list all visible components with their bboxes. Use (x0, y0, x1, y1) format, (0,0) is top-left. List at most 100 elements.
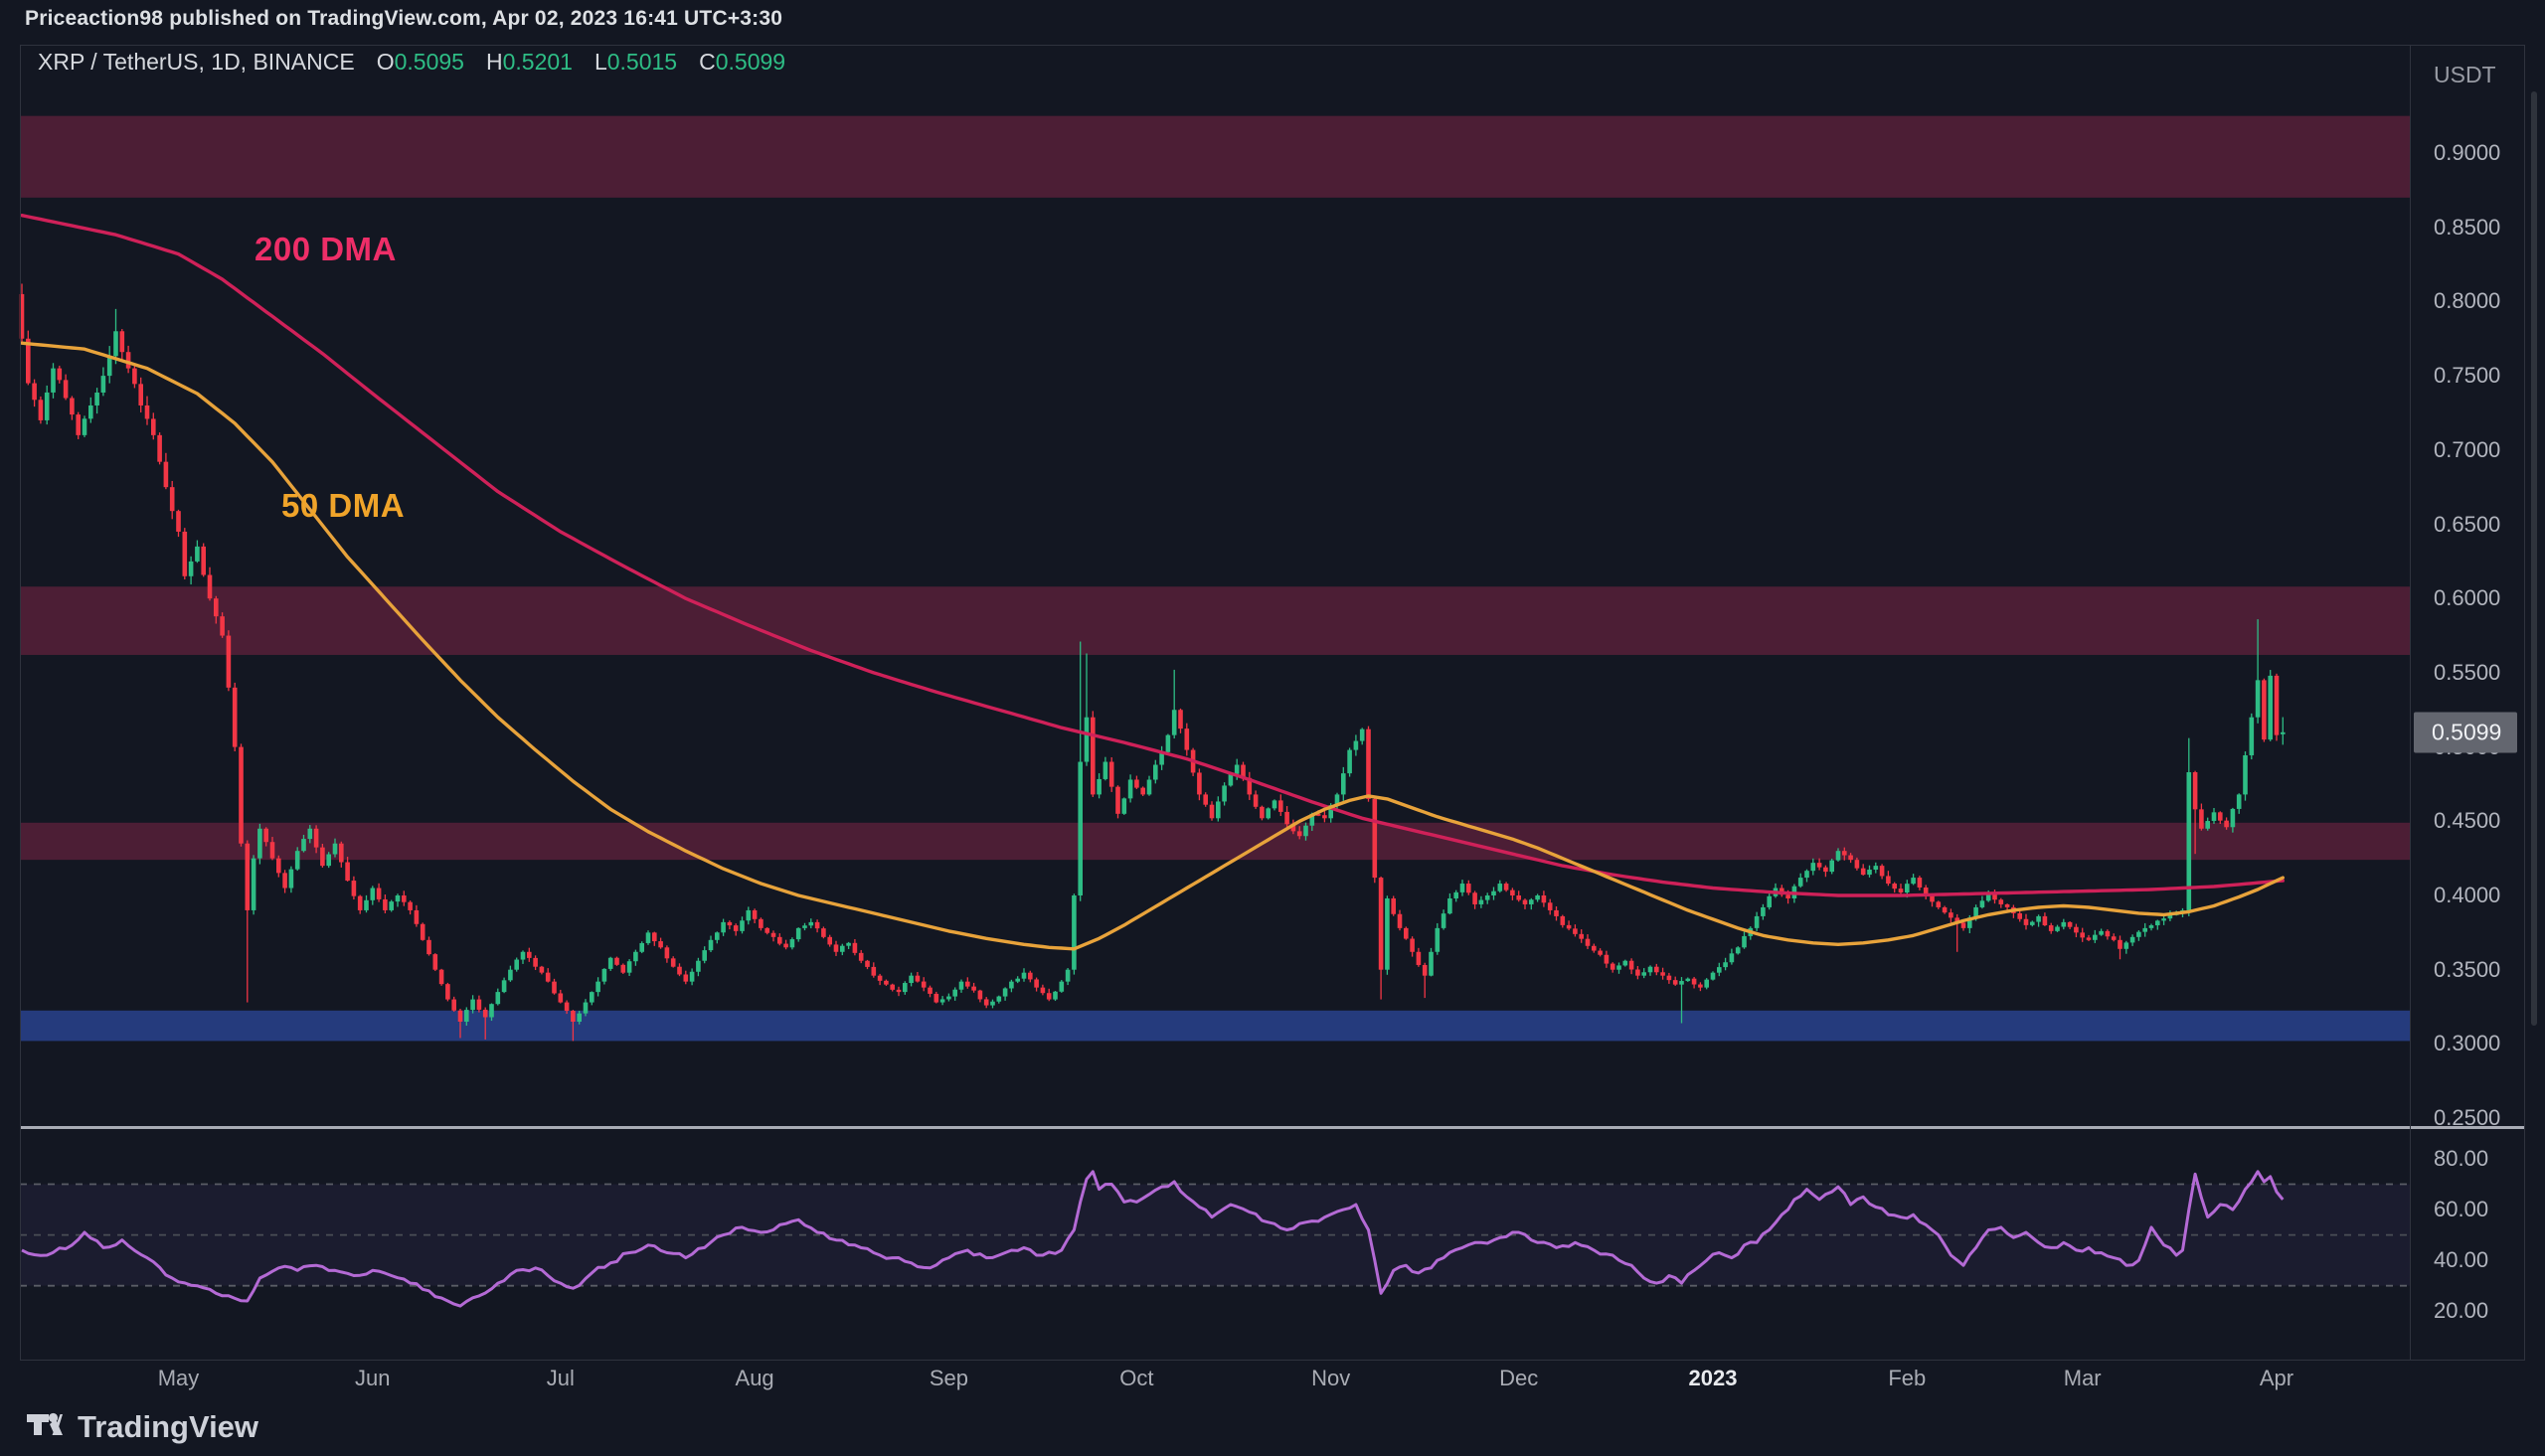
candle (207, 574, 213, 599)
candle (1604, 954, 1610, 964)
candle (383, 898, 388, 910)
candle (1341, 773, 1346, 795)
candle (1478, 899, 1484, 904)
candle (884, 980, 889, 985)
candle (2161, 918, 2166, 921)
candle (251, 858, 256, 910)
candle (607, 957, 613, 969)
candle (1529, 899, 1534, 904)
candle (301, 839, 306, 852)
candle (82, 418, 87, 435)
candle (871, 966, 877, 976)
candle (896, 989, 902, 993)
candle (1171, 710, 1177, 735)
candle (814, 921, 820, 929)
candle (2148, 925, 2154, 928)
candle (169, 487, 175, 512)
candle (1159, 751, 1164, 765)
candle (533, 957, 538, 967)
last-price-tag: 0.5099 (2414, 712, 2517, 753)
rsi-tick-20.00: 20.00 (2434, 1298, 2489, 1324)
price-tick-0.9000: 0.9000 (2434, 140, 2501, 165)
pane-separator[interactable] (20, 1126, 2525, 1129)
candle (402, 895, 407, 902)
candle (658, 941, 663, 948)
candle (1804, 871, 1809, 879)
candle (1447, 897, 1452, 914)
candle (2218, 812, 2223, 821)
candle (1484, 895, 1490, 900)
scrollbar[interactable] (2531, 91, 2537, 1026)
candle (1735, 947, 1741, 954)
chart-frame-border (2524, 45, 2525, 1360)
candle (76, 414, 81, 435)
candle (370, 888, 376, 900)
candle (1009, 981, 1014, 989)
candle (1979, 900, 1985, 907)
candle (1898, 889, 1904, 893)
candle (2129, 936, 2135, 943)
candle (1660, 972, 1665, 976)
candle (2023, 918, 2029, 925)
ma200-line (20, 213, 2286, 897)
candle (1654, 966, 1659, 973)
candle (802, 925, 807, 928)
candle (571, 1011, 576, 1022)
candle (38, 400, 44, 420)
candle (840, 945, 845, 952)
candle (1598, 950, 1603, 955)
candle (1717, 967, 1722, 973)
candle (1372, 798, 1378, 879)
candle (345, 862, 350, 882)
candle (57, 368, 63, 381)
candle (971, 986, 976, 991)
candle (2080, 932, 2085, 938)
candle (176, 511, 181, 532)
candle (645, 932, 651, 943)
candle (1097, 778, 1102, 795)
candle (119, 331, 125, 353)
candle (2274, 675, 2280, 735)
candle (928, 987, 933, 994)
candle (1284, 811, 1289, 825)
candle (1303, 825, 1308, 837)
candle (1241, 764, 1246, 778)
time-label-May: May (157, 1366, 200, 1390)
candle (564, 1002, 570, 1012)
candle (1785, 894, 1790, 898)
candle (313, 828, 319, 848)
candle (1315, 813, 1321, 816)
candle (1729, 953, 1735, 963)
candle (1216, 801, 1221, 819)
candle (1992, 892, 1997, 900)
candle (1459, 884, 1465, 892)
tradingview-watermark[interactable]: TradingView (24, 1403, 258, 1450)
candle (2199, 809, 2204, 829)
candle (263, 828, 268, 843)
chart-frame-border (20, 45, 21, 1360)
candle (2048, 925, 2054, 931)
candle (759, 918, 764, 928)
candle (1266, 808, 1271, 819)
candle (1942, 906, 1948, 913)
candle (1435, 927, 1441, 952)
candle (1165, 734, 1171, 752)
candle (2255, 680, 2261, 718)
candle (395, 895, 401, 902)
candle (639, 942, 644, 952)
candle (2093, 934, 2098, 940)
candle (795, 927, 801, 940)
candle (946, 996, 951, 1000)
chart-frame-border (2410, 45, 2411, 1360)
candle (1378, 878, 1384, 970)
candle (432, 954, 438, 970)
candle (890, 984, 895, 990)
resistance-zone-lower (20, 822, 2410, 861)
symbol-title[interactable]: XRP / TetherUS, 1D, BINANCE (38, 49, 355, 75)
candle (1554, 909, 1559, 916)
candle (590, 992, 594, 1003)
time-label-Dec: Dec (1499, 1366, 1539, 1390)
candle (1761, 906, 1766, 916)
price-axis-currency[interactable]: USDT (2434, 62, 2496, 87)
